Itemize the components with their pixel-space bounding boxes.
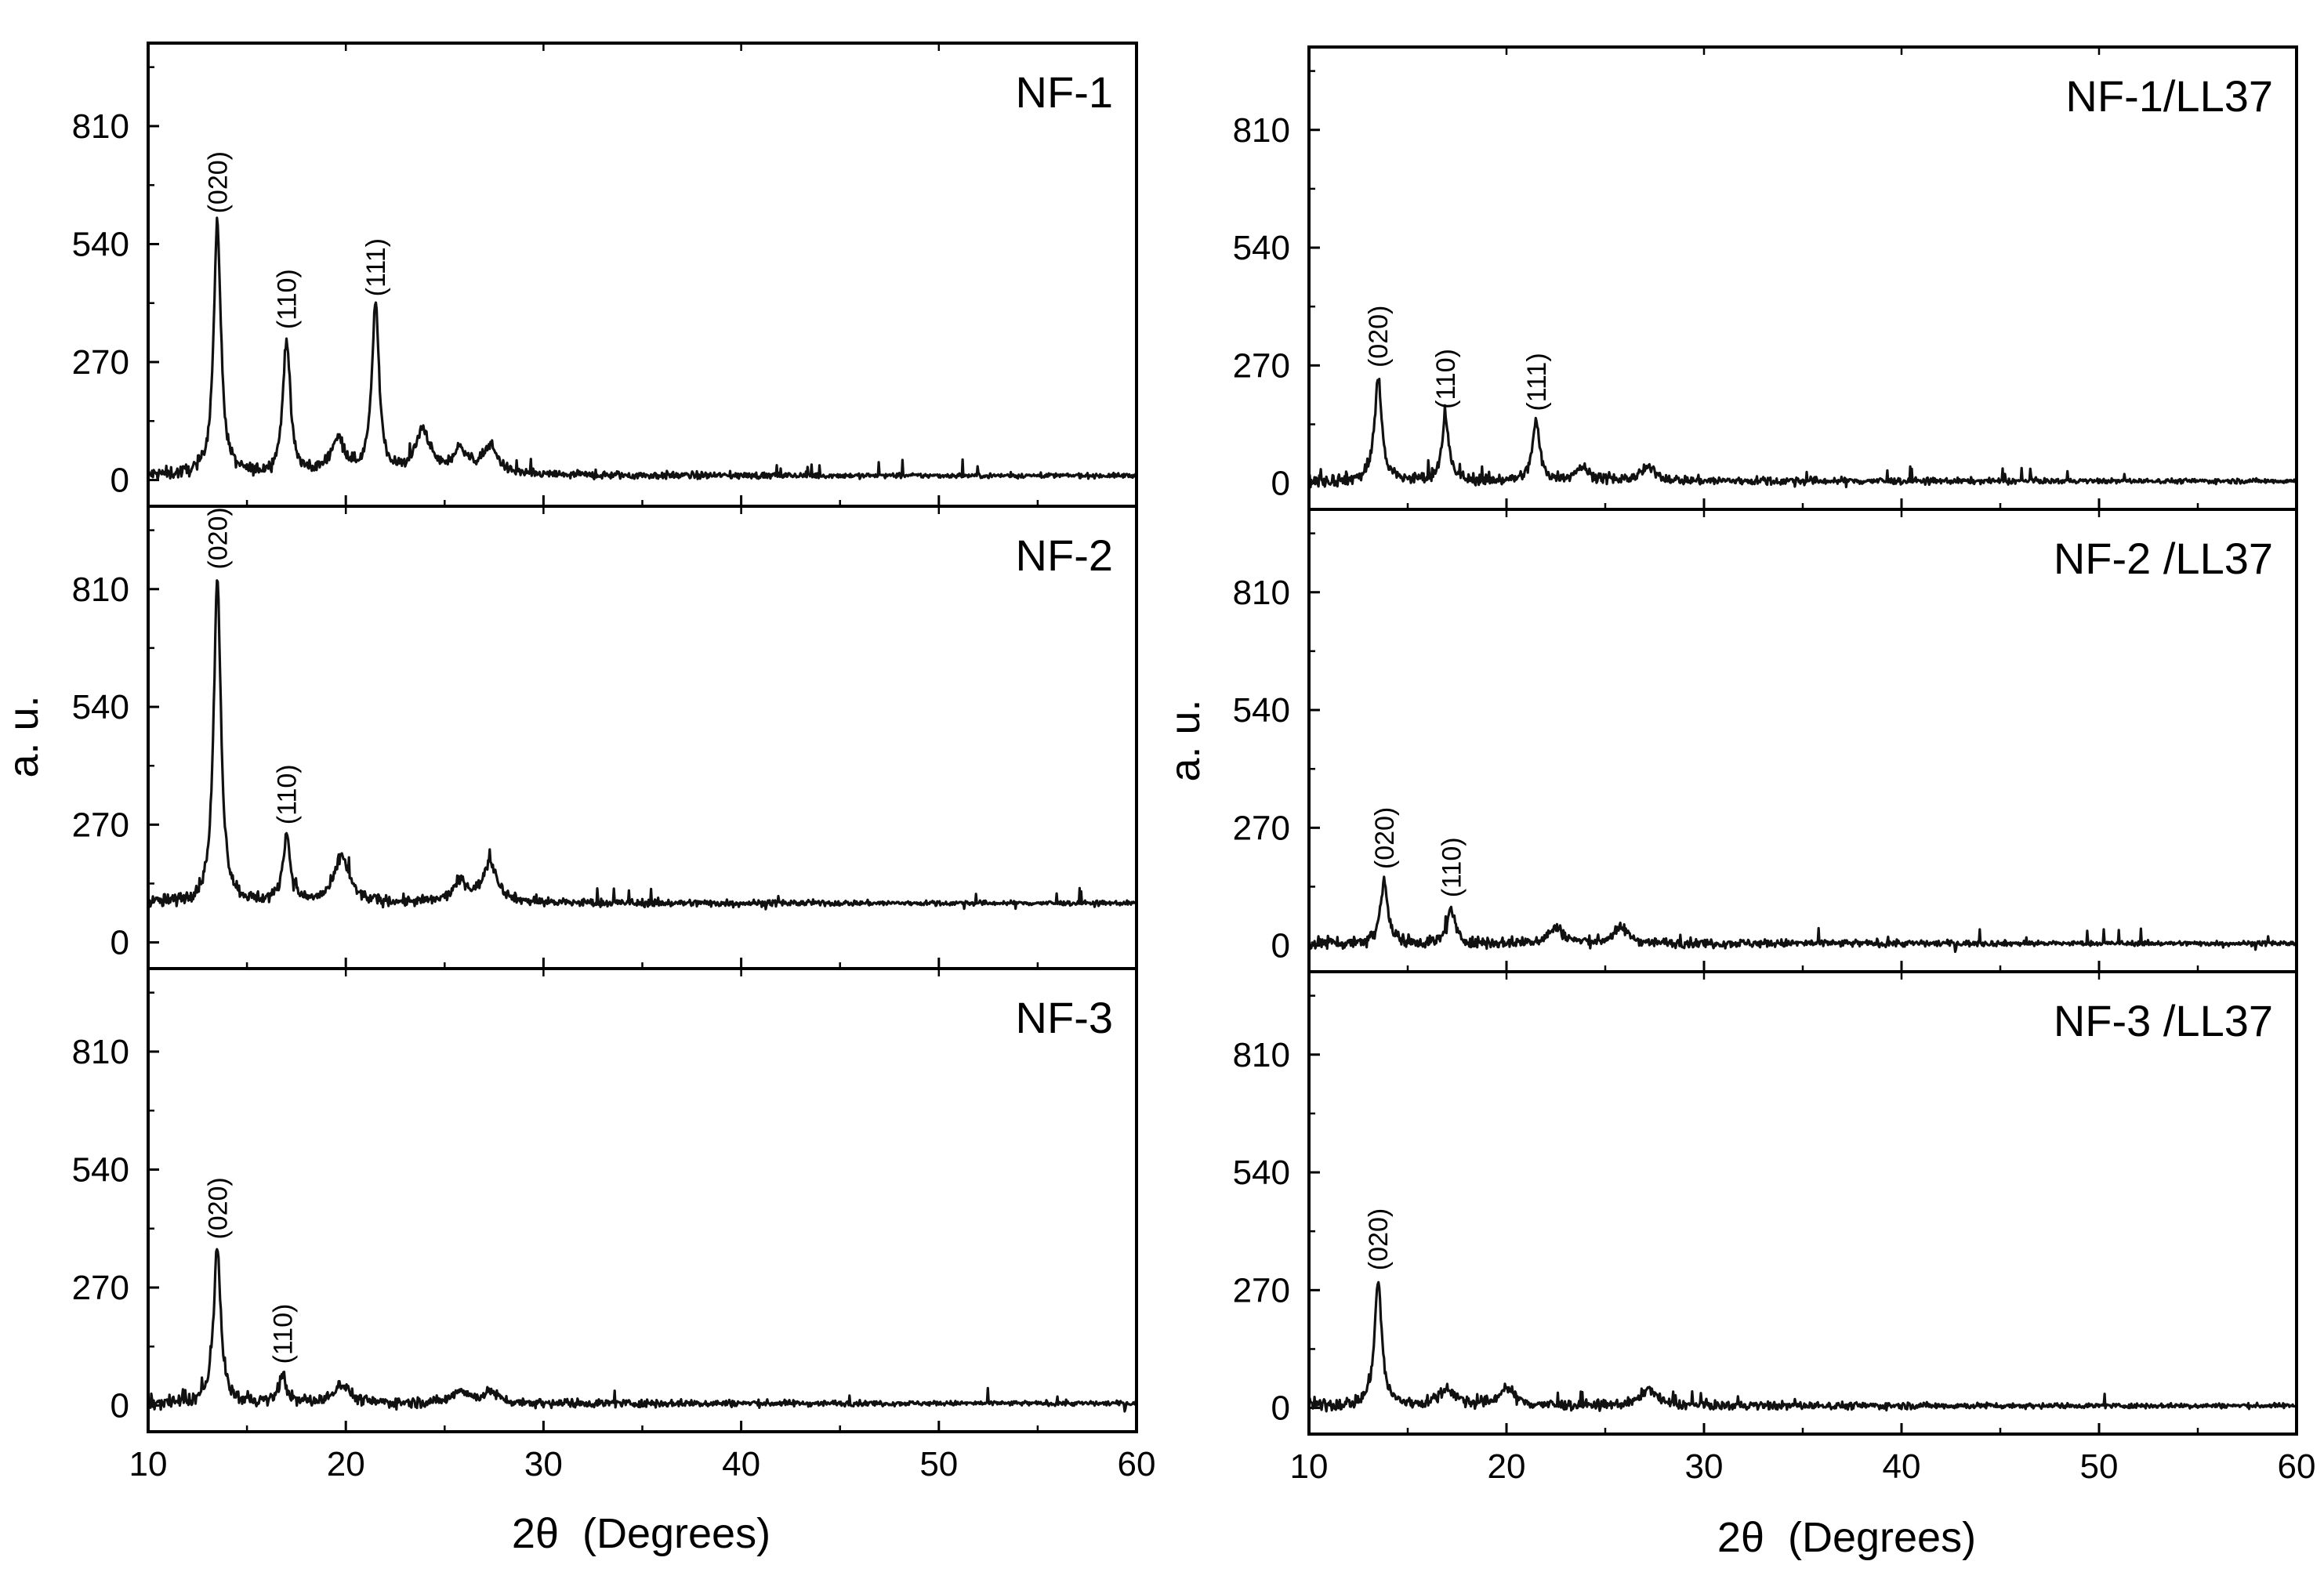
peak-label: (020) xyxy=(1364,1208,1394,1270)
right-y-axis-title: a. u. xyxy=(1162,699,1209,781)
panel-nf-3-ll37: 0 270 540 810 (020) NF-3 /LL37 xyxy=(1233,970,2298,1436)
panel-label: NF-2 /LL37 xyxy=(2054,534,2273,583)
peak-label: (020) xyxy=(203,1177,233,1239)
panel-label: NF-1 xyxy=(1016,67,1113,117)
peak-label: (020) xyxy=(203,507,233,569)
y-tick-label: 0 xyxy=(111,462,129,500)
panel-nf-2: 0 270 540 810 (020) (110) NF-2 xyxy=(72,505,1138,970)
y-tick-label: 270 xyxy=(1233,346,1290,385)
y-tick-label: 0 xyxy=(1271,927,1290,965)
trace-nf-1-ll37 xyxy=(1307,378,2298,489)
trace-nf-2-ll37 xyxy=(1307,875,2298,954)
peak-label: (110) xyxy=(273,269,303,329)
y-tick-label: 540 xyxy=(1233,691,1290,730)
left-x-axis-title: 2θ (Degrees) xyxy=(512,1510,770,1557)
peak-label: (020) xyxy=(203,151,233,213)
x-tick-label: 50 xyxy=(919,1445,958,1483)
peak-label: (111) xyxy=(1522,353,1552,411)
y-tick-label: 540 xyxy=(72,688,129,726)
y-tick-label: 540 xyxy=(72,1150,129,1189)
y-tick-label: 540 xyxy=(1233,1154,1290,1192)
y-tick-label: 270 xyxy=(72,343,129,382)
panel-frame xyxy=(147,967,1138,1433)
y-tick-label: 270 xyxy=(1233,1271,1290,1309)
x-tick-label: 10 xyxy=(129,1445,168,1483)
x-tick-label: 20 xyxy=(327,1445,365,1483)
x-tick-label: 40 xyxy=(722,1445,760,1483)
peak-label: (110) xyxy=(1437,837,1467,897)
peak-label: (110) xyxy=(268,1304,298,1364)
panel-label: NF-1/LL37 xyxy=(2065,71,2273,121)
x-tick-label: 60 xyxy=(1118,1445,1156,1483)
y-tick-label: 270 xyxy=(1233,809,1290,847)
panel-nf-2-ll37: 0 270 540 810 (020) (110) NF-2 /LL37 xyxy=(1233,508,2298,973)
peak-label: (111) xyxy=(361,238,391,296)
peak-label: (110) xyxy=(1431,349,1461,409)
panel-nf-1: 0 270 540 810 (020) (110) (111) NF-1 xyxy=(72,42,1138,508)
y-tick-label: 810 xyxy=(1233,111,1290,150)
y-tick-label: 0 xyxy=(111,1387,129,1425)
panel-nf-3: 0 270 540 810 (020) (110) NF-3 xyxy=(72,967,1138,1433)
left-column: a. u. 2θ (Degrees) 0 270 540 810 (020) (110) (… xyxy=(0,42,1156,1557)
y-tick-label: 810 xyxy=(72,107,129,146)
y-tick-label: 810 xyxy=(72,1033,129,1071)
peak-label: (020) xyxy=(1364,306,1394,368)
panel-label: NF-2 xyxy=(1016,531,1113,580)
x-tick-label: 30 xyxy=(1685,1447,1724,1486)
peak-label: (020) xyxy=(1370,807,1400,869)
x-tick-label: 50 xyxy=(2080,1447,2119,1486)
trace-nf-3 xyxy=(147,1248,1138,1413)
y-tick-label: 0 xyxy=(111,924,129,962)
x-tick-label: 40 xyxy=(1883,1447,1921,1486)
y-tick-label: 270 xyxy=(72,806,129,844)
y-tick-label: 810 xyxy=(1233,574,1290,612)
x-tick-label: 10 xyxy=(1290,1447,1329,1486)
x-tick-label: 60 xyxy=(2278,1447,2316,1486)
y-tick-label: 540 xyxy=(1233,229,1290,267)
trace-nf-1 xyxy=(147,216,1138,481)
y-tick-label: 0 xyxy=(1271,1389,1290,1428)
y-tick-label: 810 xyxy=(1233,1036,1290,1074)
right-column: a. u. 2θ (Degrees) 0 270 540 810 (020) (110) (… xyxy=(1162,45,2316,1561)
panel-label: NF-3 xyxy=(1016,993,1113,1042)
y-tick-label: 810 xyxy=(72,570,129,609)
peak-label: (110) xyxy=(273,764,303,824)
trace-nf-3-ll37 xyxy=(1307,1280,2298,1413)
y-tick-label: 0 xyxy=(1271,465,1290,503)
panel-frame xyxy=(1307,970,2298,1436)
x-tick-label: 20 xyxy=(1488,1447,1526,1486)
y-tick-label: 540 xyxy=(72,225,129,263)
panel-label: NF-3 /LL37 xyxy=(2054,996,2273,1045)
panel-nf-1-ll37: 0 270 540 810 (020) (110) (111) NF-1/LL37 xyxy=(1233,45,2298,511)
trace-nf-2 xyxy=(147,579,1137,911)
y-tick-label: 270 xyxy=(72,1269,129,1307)
left-y-axis-title: a. u. xyxy=(0,695,47,777)
right-x-axis-title: 2θ (Degrees) xyxy=(1717,1514,1976,1561)
x-tick-label: 30 xyxy=(524,1445,563,1483)
